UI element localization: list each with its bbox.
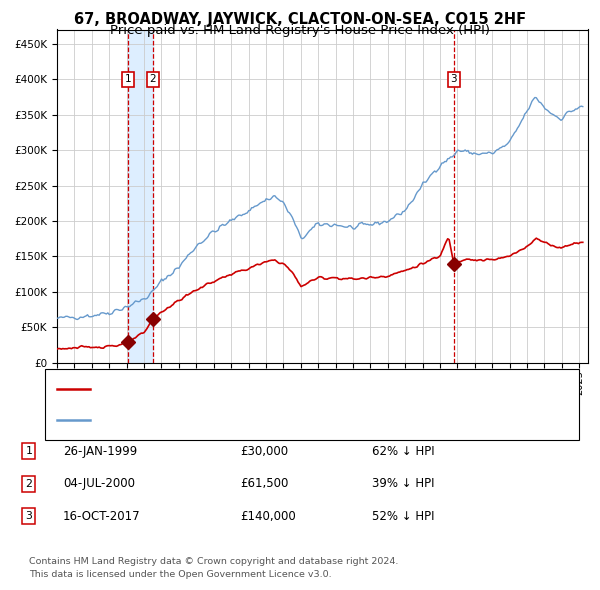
Text: HPI: Average price, detached house, Tendring: HPI: Average price, detached house, Tend…: [96, 415, 345, 425]
Text: 3: 3: [451, 74, 457, 84]
Text: 1: 1: [125, 74, 131, 84]
Text: 26-JAN-1999: 26-JAN-1999: [63, 445, 137, 458]
Text: £30,000: £30,000: [240, 445, 288, 458]
Text: 2: 2: [25, 479, 32, 489]
Text: 16-OCT-2017: 16-OCT-2017: [63, 510, 140, 523]
Text: 62% ↓ HPI: 62% ↓ HPI: [372, 445, 434, 458]
Text: 04-JUL-2000: 04-JUL-2000: [63, 477, 135, 490]
Text: Price paid vs. HM Land Registry's House Price Index (HPI): Price paid vs. HM Land Registry's House …: [110, 24, 490, 37]
Text: £61,500: £61,500: [240, 477, 289, 490]
Text: £140,000: £140,000: [240, 510, 296, 523]
Text: 52% ↓ HPI: 52% ↓ HPI: [372, 510, 434, 523]
Text: This data is licensed under the Open Government Licence v3.0.: This data is licensed under the Open Gov…: [29, 571, 331, 579]
Text: Contains HM Land Registry data © Crown copyright and database right 2024.: Contains HM Land Registry data © Crown c…: [29, 558, 398, 566]
Text: 1: 1: [25, 447, 32, 456]
Text: 67, BROADWAY, JAYWICK, CLACTON-ON-SEA, CO15 2HF (detached house): 67, BROADWAY, JAYWICK, CLACTON-ON-SEA, C…: [96, 384, 498, 394]
Text: 3: 3: [25, 512, 32, 521]
Text: 39% ↓ HPI: 39% ↓ HPI: [372, 477, 434, 490]
Text: 67, BROADWAY, JAYWICK, CLACTON-ON-SEA, CO15 2HF: 67, BROADWAY, JAYWICK, CLACTON-ON-SEA, C…: [74, 12, 526, 27]
Text: 2: 2: [149, 74, 156, 84]
Bar: [128, 30, 153, 363]
